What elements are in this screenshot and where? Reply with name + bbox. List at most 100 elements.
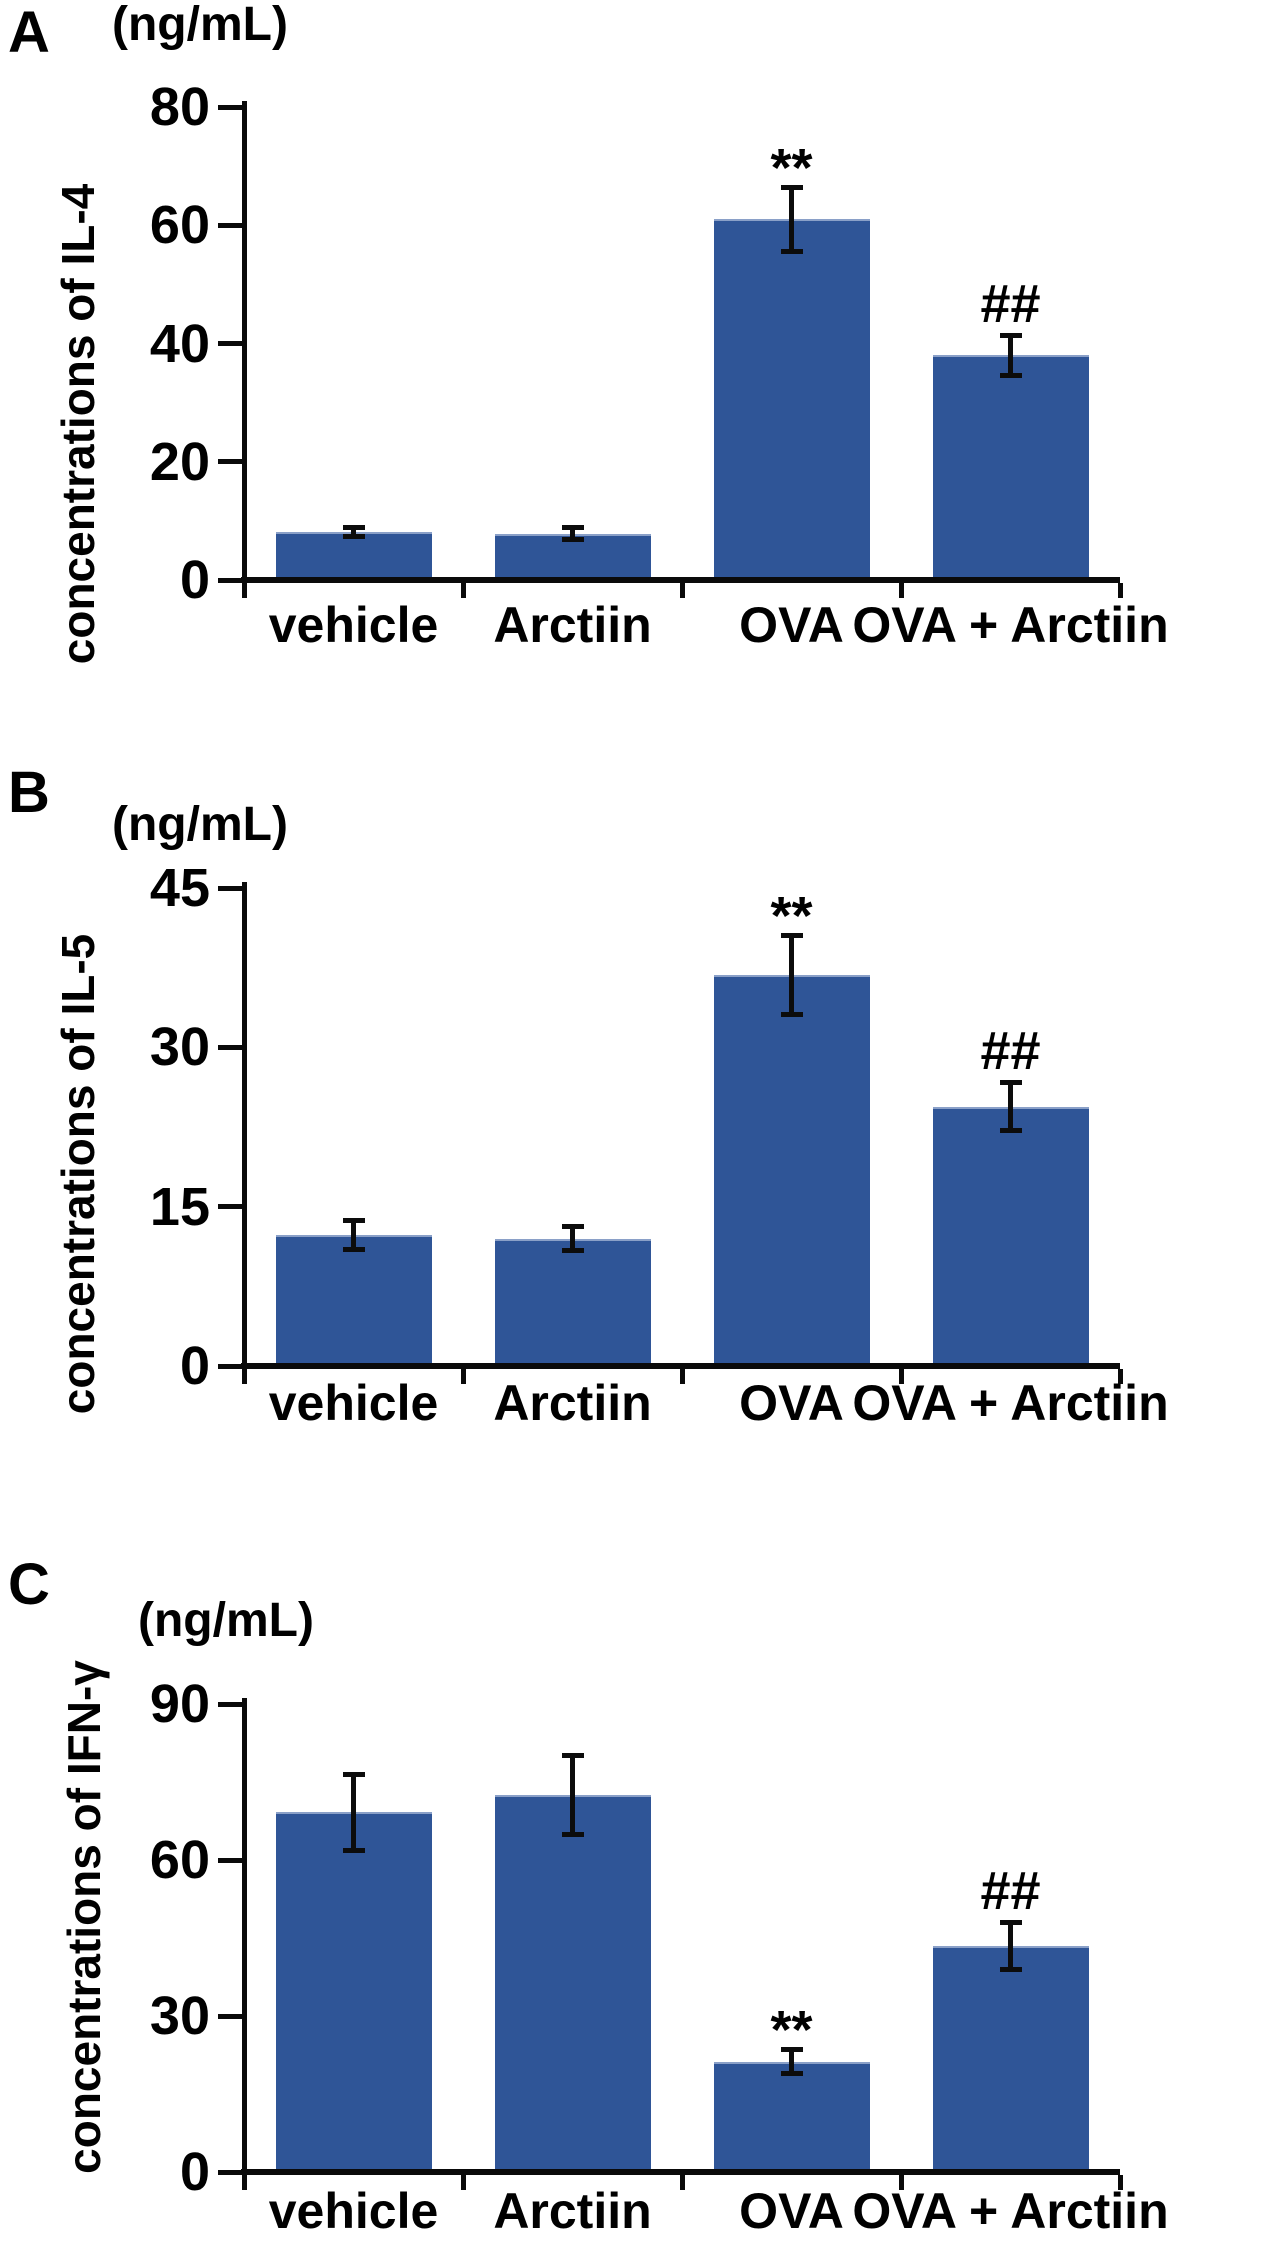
- panel-a-unit-title: (ng/mL): [112, 0, 288, 51]
- y-axis-tick: [218, 2013, 242, 2019]
- y-axis-line: [241, 882, 247, 1366]
- error-bar-bottom-cap: [561, 1248, 584, 1254]
- x-axis-tick: [898, 2175, 904, 2190]
- y-tick-label: 45: [149, 858, 210, 918]
- x-axis-line: [241, 577, 1120, 583]
- y-tick-label: 0: [179, 550, 210, 610]
- y-tick-label: 30: [149, 1017, 210, 1078]
- bar: [932, 1106, 1089, 1366]
- significance-marker: **: [770, 2000, 813, 2061]
- x-category-label: OVA + Arctiin: [852, 2183, 1169, 2239]
- bar: [713, 975, 870, 1366]
- error-bar: [789, 186, 794, 252]
- x-axis-tick: [460, 2175, 466, 2190]
- y-axis-tick: [218, 1363, 242, 1369]
- x-axis-tick: [679, 583, 685, 598]
- error-bar-top-cap: [342, 1218, 365, 1224]
- x-category-label: Arctiin: [493, 1375, 652, 1431]
- y-axis-tick: [218, 1204, 242, 1210]
- y-axis-tick: [218, 577, 242, 583]
- significance-marker: **: [770, 137, 813, 198]
- x-axis-tick: [460, 1369, 466, 1384]
- bar: [713, 219, 870, 580]
- y-tick-label: 90: [149, 1674, 210, 1734]
- error-bar-bottom-cap: [999, 373, 1022, 379]
- error-bar: [570, 1755, 575, 1835]
- x-category-label: OVA + Arctiin: [852, 1375, 1169, 1431]
- error-bar-top-cap: [999, 1919, 1022, 1925]
- y-axis-tick: [218, 1701, 242, 1707]
- panel-c-letter: C: [8, 1552, 51, 1617]
- x-axis-tick: [241, 583, 247, 598]
- x-axis-tick: [241, 1369, 247, 1384]
- error-bar-bottom-cap: [342, 1847, 365, 1853]
- y-axis-tick: [218, 2169, 242, 2175]
- y-axis-tick: [218, 1857, 242, 1863]
- panel-b-letter: B: [8, 760, 51, 825]
- error-bar-top-cap: [342, 524, 365, 530]
- x-category-label: vehicle: [268, 2183, 439, 2239]
- x-axis-tick: [898, 583, 904, 598]
- y-axis-tick: [218, 459, 242, 465]
- y-axis-tick: [218, 104, 242, 110]
- panel-c-plot-area: 0 30 60 90 vehicle Arctiin OVA ** OVA + Arctiin #…: [0, 1510, 1288, 2250]
- error-bar-bottom-cap: [780, 248, 803, 254]
- x-category-label: OVA + Arctiin: [852, 597, 1169, 653]
- panel-a: A (ng/mL) concentrations of IL-4 0 20 40 60…: [0, 0, 1288, 740]
- error-bar-bottom-cap: [561, 1831, 584, 1837]
- bar: [713, 2061, 870, 2172]
- y-tick-label: 60: [149, 1830, 210, 1890]
- x-axis-tick: [1117, 2175, 1123, 2190]
- error-bar-top-cap: [561, 1223, 584, 1229]
- x-category-label: OVA: [739, 1375, 844, 1431]
- y-tick-label: 60: [149, 195, 210, 256]
- error-bar-bottom-cap: [999, 1966, 1022, 1972]
- y-tick-label: 15: [149, 1176, 210, 1237]
- x-axis-tick: [898, 1369, 904, 1384]
- y-tick-label: 80: [149, 77, 210, 137]
- x-category-label: vehicle: [268, 597, 439, 653]
- y-axis-tick: [218, 222, 242, 228]
- bar: [932, 1945, 1089, 2172]
- error-bar-bottom-cap: [342, 534, 365, 540]
- x-axis-tick: [679, 1369, 685, 1384]
- significance-marker: ##: [980, 1860, 1041, 1921]
- error-bar-top-cap: [342, 1771, 365, 1777]
- x-category-label: OVA: [739, 2183, 844, 2239]
- x-axis-tick: [1117, 1369, 1123, 1384]
- error-bar: [789, 934, 794, 1016]
- panel-c: C (ng/mL) concentrations of IFN-γ 0 30 60 9…: [0, 1510, 1288, 2250]
- bar: [932, 355, 1089, 580]
- error-bar-top-cap: [999, 1080, 1022, 1086]
- error-bar-top-cap: [561, 525, 584, 531]
- error-bar-top-cap: [561, 1753, 584, 1759]
- significance-marker: **: [770, 885, 813, 946]
- x-category-label: vehicle: [268, 1375, 439, 1431]
- panel-b-plot-area: 0 15 30 45 vehicle Arctiin OVA ** OVA + Arctiin #…: [0, 740, 1288, 1510]
- bar: [275, 1812, 432, 2172]
- error-bar-top-cap: [780, 2047, 803, 2053]
- error-bar-top-cap: [780, 184, 803, 190]
- bar: [494, 1795, 651, 2172]
- x-axis-tick: [241, 2175, 247, 2190]
- error-bar-bottom-cap: [561, 537, 584, 543]
- error-bar: [351, 1220, 356, 1251]
- panel-a-letter: A: [8, 0, 51, 65]
- error-bar-top-cap: [780, 932, 803, 938]
- error-bar: [351, 1773, 356, 1851]
- y-axis-line: [241, 1698, 247, 2172]
- panel-c-unit-title: (ng/mL): [138, 1594, 314, 1647]
- x-category-label: Arctiin: [493, 597, 652, 653]
- error-bar: [1008, 334, 1013, 376]
- y-axis-tick: [218, 885, 242, 891]
- error-bar-bottom-cap: [780, 1012, 803, 1018]
- x-axis-tick: [1117, 583, 1123, 598]
- panel-b-unit-title: (ng/mL): [112, 798, 288, 851]
- error-bar: [789, 2049, 794, 2075]
- error-bar: [570, 527, 575, 541]
- y-tick-label: 30: [149, 1986, 210, 2046]
- y-axis-tick: [218, 341, 242, 346]
- error-bar-top-cap: [999, 332, 1022, 338]
- y-axis-line: [241, 101, 247, 580]
